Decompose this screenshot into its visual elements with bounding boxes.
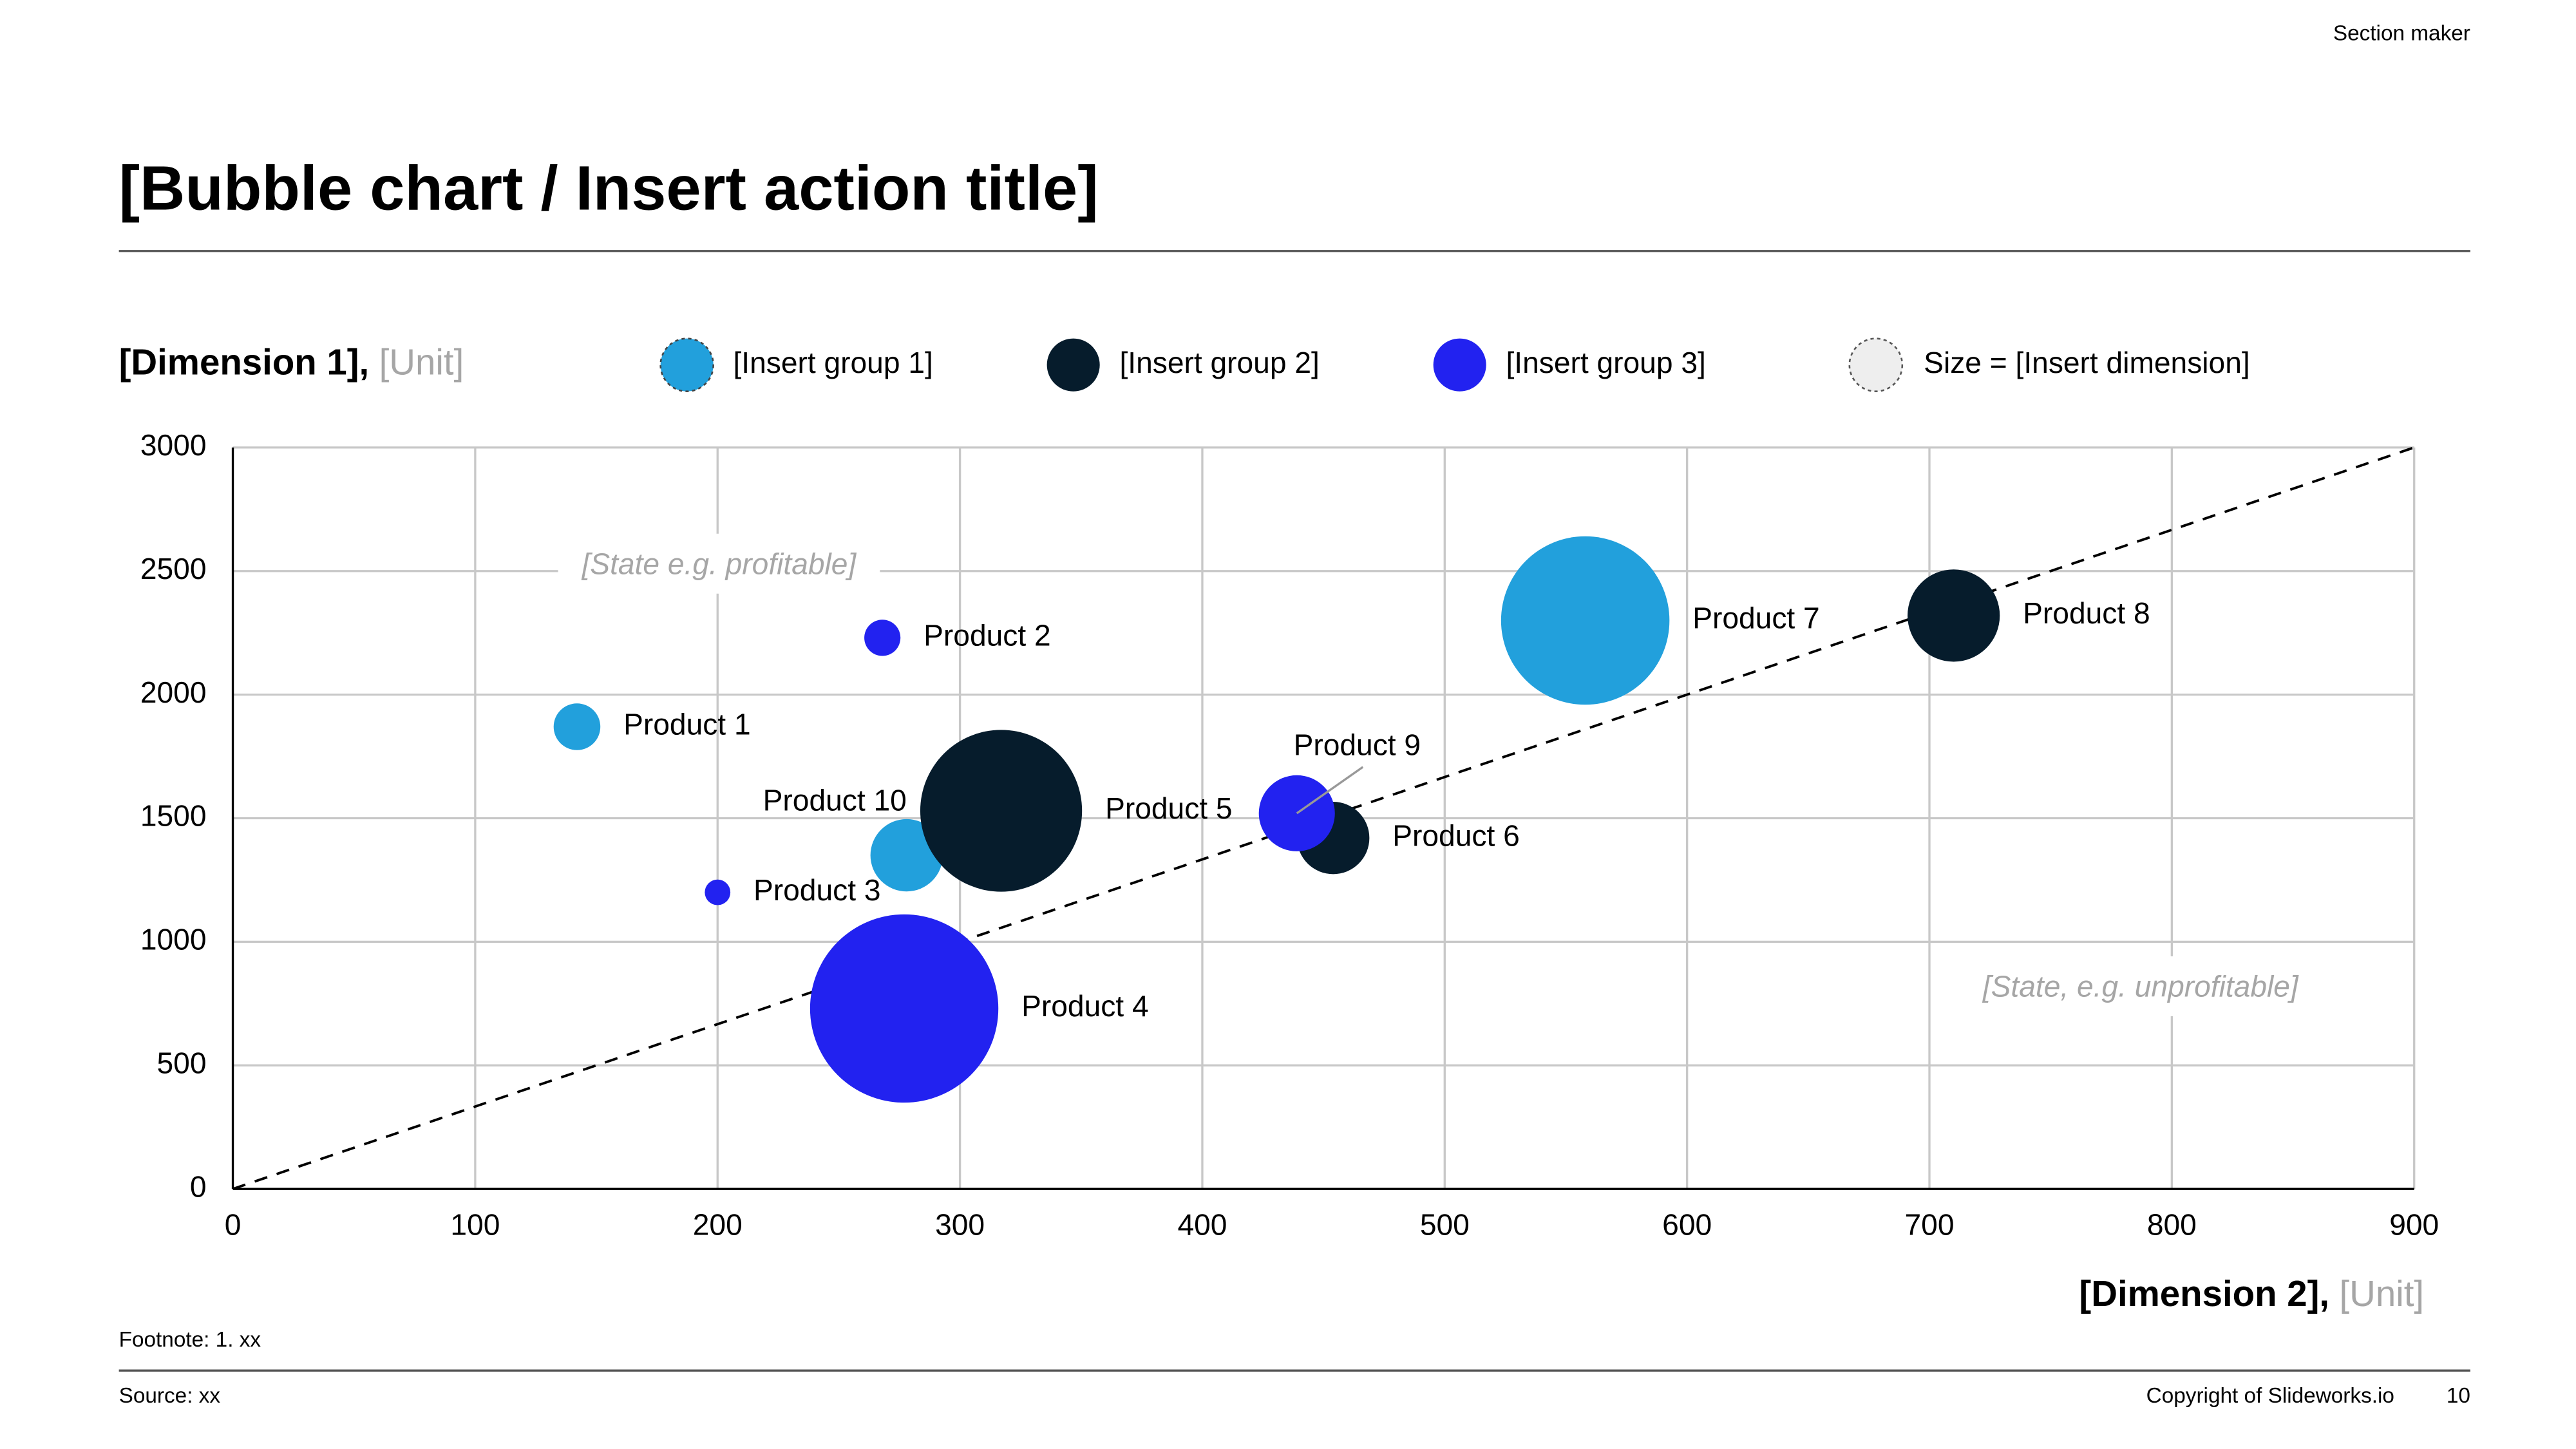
legend-label: [Insert group 1] — [733, 346, 933, 379]
y-tick-label: 500 — [157, 1046, 207, 1079]
slide-title: [Bubble chart / Insert action title] — [119, 153, 1099, 223]
copyright: Copyright of Slideworks.io — [2146, 1384, 2394, 1408]
legend-size-label: Size = [Insert dimension] — [1924, 346, 2250, 379]
footnote: Footnote: 1. xx — [119, 1328, 261, 1352]
page-number: 10 — [2447, 1384, 2470, 1408]
bubble-label: Product 3 — [753, 873, 881, 907]
y-axis-label: [Dimension 1], [Unit] — [119, 342, 464, 383]
x-tick-label: 800 — [2147, 1208, 2197, 1241]
x-tick-label: 600 — [1662, 1208, 1712, 1241]
leader-line — [1296, 766, 1364, 815]
bubble-label: Product 2 — [923, 619, 1051, 652]
y-tick-label: 2500 — [140, 552, 207, 585]
x-axis-label: [Dimension 2], [Unit] — [2079, 1273, 2424, 1314]
x-label-text: [Dimension 2], — [2079, 1273, 2329, 1314]
bubble — [920, 730, 1083, 892]
annotation: [State e.g. profitable] — [581, 547, 857, 580]
legend-label: [Insert group 3] — [1506, 346, 1705, 379]
y-label-unit: [Unit] — [379, 342, 464, 383]
legend-size-swatch — [1848, 337, 1904, 392]
section-label: Section maker — [2333, 22, 2470, 46]
bubble-label: Product 10 — [763, 783, 907, 817]
legend-swatch — [1046, 338, 1100, 392]
x-tick-label: 400 — [1177, 1208, 1227, 1241]
bubble — [1501, 536, 1670, 705]
legend-swatch — [659, 337, 714, 392]
annotation-bg — [1958, 956, 2322, 1017]
x-tick-label: 300 — [935, 1208, 985, 1241]
annotation: [State, e.g. unprofitable] — [1982, 969, 2299, 1003]
x-tick-label: 500 — [1420, 1208, 1470, 1241]
bubble-label: Product 1 — [623, 708, 750, 741]
bubble — [1908, 569, 2000, 662]
bubble — [1258, 775, 1335, 851]
reference-line — [232, 446, 2415, 1190]
bubble-label: Product 7 — [1692, 601, 1820, 635]
y-label-text: [Dimension 1], — [119, 342, 370, 383]
legend-swatch — [1433, 338, 1486, 392]
bubble — [553, 703, 601, 750]
x-tick-label: 0 — [225, 1208, 242, 1241]
bubble-label: Product 8 — [2023, 596, 2150, 630]
bubble-label: Product 6 — [1392, 819, 1520, 852]
bubble — [810, 914, 999, 1103]
bubble-label: Product 9 — [1294, 728, 1421, 761]
x-tick-label: 900 — [2389, 1208, 2439, 1241]
x-label-unit: [Unit] — [2339, 1273, 2424, 1314]
x-tick-label: 100 — [450, 1208, 500, 1241]
bubble — [705, 879, 731, 905]
bubble-label: Product 4 — [1021, 989, 1148, 1023]
y-tick-label: 1500 — [140, 799, 207, 833]
y-tick-label: 2000 — [140, 676, 207, 709]
x-tick-label: 200 — [693, 1208, 743, 1241]
x-tick-label: 700 — [1905, 1208, 1955, 1241]
legend-label: [Insert group 2] — [1119, 346, 1319, 379]
bubble — [864, 620, 901, 656]
y-tick-label: 3000 — [140, 428, 207, 462]
y-tick-label: 1000 — [140, 923, 207, 956]
annotation-bg — [558, 533, 880, 594]
source: Source: xx — [119, 1384, 221, 1408]
bubble-label: Product 5 — [1105, 791, 1232, 825]
y-tick-label: 0 — [190, 1170, 207, 1203]
